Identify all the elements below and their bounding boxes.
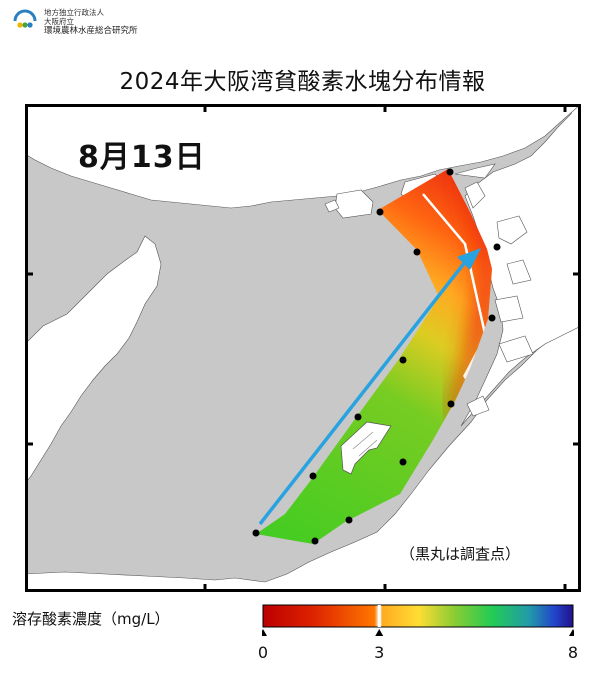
- organization-header: 地方独立行政法人 大阪府立 環境農林水産総合研究所: [12, 8, 138, 37]
- tick-label-threshold: 3: [374, 643, 385, 662]
- org-line-2: 大阪府立: [44, 17, 74, 26]
- northern-coast: [25, 104, 581, 209]
- survey-arrow: [258, 248, 481, 526]
- organization-logo: [13, 9, 37, 28]
- station-note: （黒丸は調査点）: [400, 545, 521, 563]
- bay-map: [25, 104, 581, 592]
- map-canvas: [25, 104, 581, 592]
- page-title: 2024年大阪湾貧酸素水塊分布情報: [119, 69, 486, 95]
- frame-ticks: [25, 104, 581, 592]
- map-border: [25, 104, 581, 592]
- legend-label: 溶存酸素濃度（mg/L）: [12, 610, 170, 628]
- survey-station: [345, 516, 353, 524]
- survey-station: [376, 208, 384, 216]
- survey-station: [493, 243, 501, 251]
- org-line-3: 環境農林水産総合研究所: [44, 26, 138, 36]
- survey-stations: [252, 168, 501, 545]
- survey-station: [252, 529, 260, 537]
- survey-station: [354, 413, 362, 421]
- date-label: 8月13日: [78, 140, 206, 175]
- tick-min: [262, 629, 267, 636]
- awaji-island: [25, 235, 162, 485]
- survey-station: [413, 248, 421, 256]
- survey-station: [447, 400, 455, 408]
- survey-station: [399, 356, 407, 364]
- survey-station: [399, 458, 407, 466]
- airport-island: [340, 421, 392, 475]
- tick-label-min: 0: [257, 643, 269, 662]
- tick-threshold: [375, 629, 384, 636]
- survey-station: [309, 472, 317, 480]
- survey-station: [311, 537, 319, 545]
- southern-coast: [25, 325, 581, 592]
- org-line-1: 地方独立行政法人: [44, 8, 104, 17]
- color-scale-bar: [262, 604, 574, 636]
- tick-max: [569, 629, 574, 636]
- tick-label-max: 8: [567, 643, 579, 662]
- survey-station: [446, 168, 454, 176]
- threshold-marker: [377, 605, 381, 627]
- survey-station: [488, 314, 496, 322]
- scale-ticks: [262, 629, 574, 636]
